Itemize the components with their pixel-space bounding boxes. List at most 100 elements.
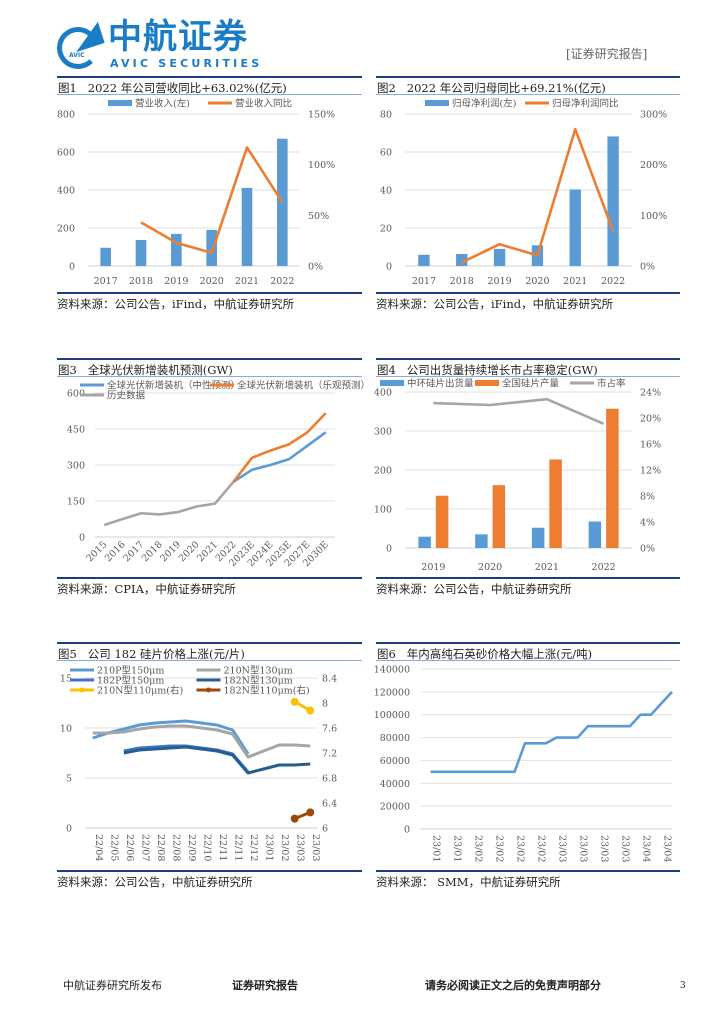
legend-label: 182N型110μm(右) [224, 685, 310, 697]
series-line [140, 146, 284, 255]
x-tick-label: 2019 [164, 276, 188, 287]
figure-source: 资料来源：公司公告，iFind，中航证券研究所 [57, 292, 362, 312]
figure-title: 公司 182 硅片价格上涨(元/片) [87, 647, 245, 661]
doc-type-label: [证券研究报告] [566, 47, 648, 61]
y2-tick-label: 100% [640, 211, 667, 222]
bar [549, 459, 562, 548]
legend-label: 营业收入(左) [135, 98, 190, 110]
y-tick-label: 400 [57, 186, 75, 197]
y-tick-label: 120000 [374, 687, 410, 698]
data-point [290, 814, 299, 823]
y2-tick-label: 0% [640, 262, 655, 273]
y-tick-label: 0 [386, 544, 392, 555]
y2-tick-label: 7.6 [322, 724, 337, 735]
bar [418, 536, 431, 548]
footer-disclaimer: 请务必阅读正文之后的免责声明部分 [425, 979, 601, 992]
x-tick-label: 2021 [563, 276, 587, 287]
x-tick-label: 2022 [592, 562, 616, 573]
y2-tick-label: 100% [308, 160, 335, 171]
x-tick-label: 2022 [270, 276, 294, 287]
y-tick-label: 10 [60, 724, 72, 735]
bar [606, 408, 619, 548]
x-tick-label: 22/11 [233, 834, 244, 861]
y-tick-label: 100000 [374, 710, 410, 721]
x-tick-label: 23/02 [536, 835, 547, 862]
x-tick-label: 2018 [450, 276, 474, 287]
figure-source: 资料来源：公司公告，iFind，中航证券研究所 [376, 292, 680, 312]
x-tick-label: 22/07 [139, 834, 150, 861]
legend-label: 全国硅片产量 [502, 378, 560, 390]
y2-tick-label: 24% [640, 388, 661, 399]
y-tick-label: 800 [57, 110, 75, 121]
y-tick-label: 140000 [374, 665, 410, 676]
figure-source: 资料来源：公司公告，中航证券研究所 [57, 870, 362, 890]
bar [100, 247, 111, 266]
brand-name: 中航证券 [108, 17, 248, 57]
y-tick-label: 100 [374, 505, 392, 516]
series-line [433, 397, 605, 426]
y2-tick-label: 0% [308, 262, 323, 273]
x-tick-label: 2019 [487, 276, 511, 287]
figure-title: 2022 年公司归母同比+69.21%(亿元) [406, 81, 606, 95]
y-tick-label: 200 [57, 224, 75, 235]
y-tick-label: 150 [67, 497, 85, 508]
y2-tick-label: 4% [640, 518, 655, 529]
y-tick-label: 0 [69, 262, 75, 273]
series-line [92, 719, 250, 755]
x-tick-label: 23/03 [310, 834, 321, 861]
page-number: 3 [680, 981, 686, 991]
bar [418, 254, 430, 266]
bar [607, 136, 619, 266]
x-tick-label: 23/01 [264, 834, 275, 861]
figure-label: 图6 [377, 647, 396, 661]
footer-doc-type: 证券研究报告 [232, 979, 298, 992]
figure-title-bar: 图1 2022 年公司营收同比+63.02%(亿元) [57, 76, 362, 95]
y2-tick-label: 0% [640, 544, 655, 555]
figure-source: 资料来源： SMM，中航证券研究所 [376, 870, 680, 890]
figure-source: 资料来源：公司公告，中航证券研究所 [376, 577, 680, 597]
y-tick-label: 80000 [380, 733, 410, 744]
figure-label: 图2 [377, 81, 396, 95]
x-tick-label: 23/03 [295, 834, 306, 861]
legend-swatch [108, 100, 132, 106]
bar [206, 229, 217, 266]
legend-marker [79, 687, 85, 693]
series-line [430, 690, 673, 774]
y2-tick-label: 12% [640, 466, 661, 477]
x-tick-label: 23/01 [431, 835, 442, 862]
bar [493, 248, 506, 266]
data-point [290, 697, 299, 706]
data-point [306, 808, 315, 817]
bar [531, 527, 545, 548]
x-tick-label: 23/02 [494, 835, 505, 862]
legend-label: 全球光伏新增装机（中性预测） [107, 380, 240, 392]
series-line [123, 745, 311, 775]
logo-text: AVIC [69, 52, 85, 59]
legend-swatch [380, 380, 404, 386]
x-tick-label: 2021 [535, 562, 559, 573]
y-tick-label: 400 [374, 388, 392, 399]
data-point [306, 706, 315, 715]
legend-label: 归母净利润同比 [552, 98, 619, 110]
x-tick-label: 22/05 [108, 834, 119, 861]
y-tick-label: 60 [380, 148, 392, 159]
x-tick-label: 23/04 [662, 835, 673, 862]
y-tick-label: 0 [386, 262, 392, 273]
y2-tick-label: 16% [640, 440, 661, 451]
x-tick-label: 2017 [412, 276, 436, 287]
legend-label: 历史数据 [107, 390, 146, 402]
figure-title-bar: 图5 公司 182 硅片价格上涨(元/片) [57, 642, 362, 661]
bar [569, 189, 581, 266]
x-tick-label: 2020 [478, 562, 502, 573]
legend-marker [206, 687, 211, 693]
x-tick-label: 2022 [601, 276, 625, 287]
legend-swatch [475, 380, 499, 386]
figure-source: 资料来源：CPIA，中航证券研究所 [57, 577, 362, 597]
y-tick-label: 60000 [380, 756, 410, 767]
y-tick-label: 0 [404, 825, 410, 836]
logo-icon [57, 27, 99, 69]
bar [456, 254, 468, 266]
legend-label: 归母净利润(左) [452, 98, 516, 110]
figure-title: 年内高纯石英砂价格大幅上涨(元/吨) [406, 647, 593, 661]
